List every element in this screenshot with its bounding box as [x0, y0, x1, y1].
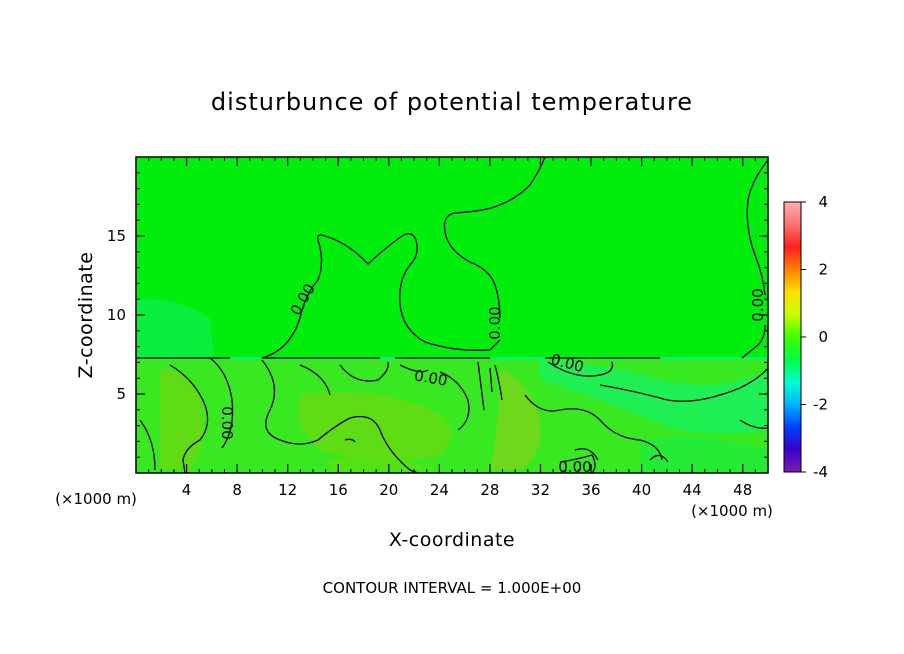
x-tick-label: 4 — [182, 481, 192, 499]
x-axis-label: X-coordinate — [389, 529, 515, 551]
x-tick-label: 12 — [278, 481, 297, 499]
y-axis-label: Z-coordinate — [75, 252, 97, 379]
x-tick-label: 24 — [430, 481, 449, 499]
contour-line-upper-center — [443, 157, 546, 319]
contour-line-bottom-right — [649, 419, 768, 463]
x-tick-label: 44 — [683, 481, 702, 499]
x-tick-label: 28 — [480, 481, 499, 499]
contour-line-right-edge — [741, 324, 766, 359]
colorbar-tick-label: -4 — [813, 463, 828, 481]
colorbar-ticks: 4 2 0 -2 -4 — [801, 193, 828, 481]
colorbar-fill — [784, 202, 801, 472]
contour-line-mid-left — [261, 359, 419, 473]
warm-patch-mid — [490, 370, 541, 470]
contour-line-bottom-left — [344, 438, 356, 443]
contour-line-lower-right — [524, 394, 663, 461]
x-tick-label: 32 — [531, 481, 550, 499]
contour-label: 0.00 — [413, 366, 449, 390]
warm-patch-bottom — [330, 457, 440, 473]
contour-label: 0.00 — [486, 306, 504, 339]
y-axis: 5 10 15 — [107, 172, 768, 458]
contour-label: 0.00 — [218, 406, 236, 439]
contour-line-bottom — [559, 448, 599, 473]
contour-line-right-mid — [547, 361, 768, 402]
contour-line-center2 — [477, 361, 503, 411]
x-axis-unit-right: (×1000 m) — [691, 502, 773, 520]
warm-patch-center — [297, 391, 452, 462]
y-tick-label: 15 — [107, 227, 126, 245]
colorbar-tick-label: 0 — [818, 328, 828, 346]
plot-area: 0.00 0.00 0.00 0.00 0.00 0.00 0.00 — [136, 157, 768, 476]
contour-line-left — [139, 364, 209, 473]
cool-patch-bottom — [640, 436, 768, 473]
x-tick-label: 40 — [632, 481, 651, 499]
x-tick-label: 36 — [581, 481, 600, 499]
x-tick-label: 16 — [329, 481, 348, 499]
contour-line-left2 — [209, 357, 234, 449]
contour-line-upper-right — [746, 159, 768, 296]
contour-label: 0.00 — [558, 458, 591, 476]
colorbar: 4 2 0 -2 -4 — [783, 193, 828, 481]
colorbar-tick-label: 2 — [818, 261, 828, 279]
contour-line-center — [399, 364, 470, 431]
contour-lines — [136, 157, 768, 473]
y-tick-label: 5 — [116, 385, 126, 403]
colorbar-tick-label: -2 — [813, 396, 828, 414]
colorbar-tick-label: 4 — [818, 193, 828, 211]
chart-title: disturbunce of potential temperature — [211, 88, 693, 116]
cool-patch-upper-left — [136, 299, 214, 358]
x-axis: 4 8 12 16 20 24 28 32 36 40 44 48 — [148, 157, 756, 499]
contour-interval-note: CONTOUR INTERVAL = 1.000E+00 — [323, 579, 582, 597]
contour-label: 0.00 — [749, 288, 767, 321]
x-tick-label: 20 — [379, 481, 398, 499]
contour-line-upper-left — [261, 233, 501, 359]
y-tick-label: 10 — [107, 306, 126, 324]
contour-line-mid — [299, 361, 389, 396]
x-tick-label: 48 — [733, 481, 752, 499]
x-axis-unit-left: (×1000 m) — [55, 490, 137, 508]
x-tick-label: 8 — [232, 481, 242, 499]
